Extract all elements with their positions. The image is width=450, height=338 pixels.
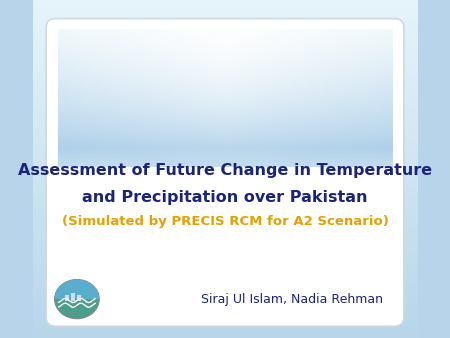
Text: Assessment of Future Change in Temperature: Assessment of Future Change in Temperatu… xyxy=(18,163,432,178)
Circle shape xyxy=(54,280,99,319)
Text: Siraj Ul Islam, Nadia Rehman: Siraj Ul Islam, Nadia Rehman xyxy=(201,293,382,306)
Text: (Simulated by PRECIS RCM for A2 Scenario): (Simulated by PRECIS RCM for A2 Scenario… xyxy=(62,215,388,228)
Bar xyxy=(77,295,81,301)
Bar xyxy=(71,293,76,301)
Bar xyxy=(65,295,69,301)
FancyBboxPatch shape xyxy=(46,19,404,326)
Text: and Precipitation over Pakistan: and Precipitation over Pakistan xyxy=(82,190,368,205)
Wedge shape xyxy=(54,280,99,299)
